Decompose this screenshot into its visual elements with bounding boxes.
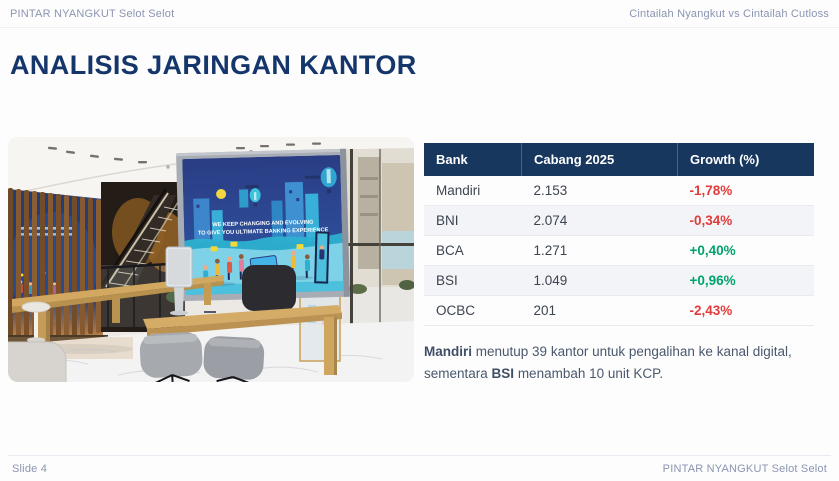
cabang-cell: 2.074 (521, 205, 678, 236)
bank-cell: Mandiri (424, 176, 522, 206)
column-header-growth: Growth (%) (677, 143, 814, 176)
growth-cell: -2,43% (677, 295, 814, 326)
gray-chair-right (203, 336, 265, 382)
bank-cell: BNI (424, 205, 522, 236)
cabang-cell: 1.271 (521, 235, 678, 266)
billboard-skyline (193, 181, 320, 243)
bank-cell: BSI (424, 265, 522, 296)
table-row: Mandiri 2.153 -1,78% (424, 176, 814, 206)
desk-monitor (165, 246, 193, 316)
header-left-text: PINTAR NYANGKUT Selot Selot (10, 7, 175, 20)
table-header-row: Bank Cabang 2025 Growth (%) (424, 143, 814, 176)
bank-interior-illustration: WE KEEP CHANGING AND EVOLVING TO GIVE YO… (8, 137, 414, 382)
growth-cell: -0,34% (677, 205, 814, 236)
bank-cell: OCBC (424, 295, 522, 326)
analysis-panel: Bank Cabang 2025 Growth (%) Mandiri 2.15… (424, 143, 814, 386)
gray-chair-left (139, 332, 203, 382)
cabang-cell: 2.153 (521, 176, 678, 206)
page-title: ANALISIS JARINGAN KANTOR (10, 50, 417, 80)
bank-interior-photo: WE KEEP CHANGING AND EVOLVING TO GIVE YO… (8, 137, 414, 382)
column-header-cabang: Cabang 2025 (521, 143, 678, 176)
slide-body: WE KEEP CHANGING AND EVOLVING TO GIVE YO… (0, 137, 839, 386)
black-office-chair (242, 265, 296, 311)
growth-cell: +0,96% (677, 265, 814, 296)
table-body: Mandiri 2.153 -1,78% BNI 2.074 -0,34% BC… (424, 176, 814, 326)
balloon-large (320, 167, 337, 194)
slide-number: Slide 4 (12, 462, 48, 475)
table-row: BNI 2.074 -0,34% (424, 205, 814, 236)
slide-header: PINTAR NYANGKUT Selot Selot Cintailah Ny… (0, 0, 839, 28)
note-bank-1: Mandiri (424, 344, 473, 359)
round-stool (21, 301, 51, 343)
wood-slat-wall (8, 188, 108, 351)
column-header-bank: Bank (424, 143, 522, 176)
note-text-2: menambah 10 unit KCP. (514, 366, 664, 382)
note-bank-2: BSI (491, 366, 515, 382)
billboard-text-line2: TO GIVE YOU ULTIMATE BANKING EXPERIENCE (198, 227, 329, 236)
note-text-1: menutup 39 kantor untuk pengalihan ke ka… (424, 344, 792, 382)
table-row: BCA 1.271 +0,40% (424, 235, 814, 266)
balloon-small (249, 188, 261, 207)
footer-brand-text: PINTAR NYANGKUT Selot Selot (662, 462, 827, 475)
table-row: BSI 1.049 +0,96% (424, 265, 814, 296)
cabang-cell: 201 (521, 295, 678, 326)
growth-cell: -1,78% (677, 176, 814, 206)
analysis-note: Mandiri menutup 39 kantor untuk pengalih… (424, 341, 814, 386)
table-row: OCBC 201 -2,43% (424, 295, 814, 326)
cabang-cell: 1.049 (521, 265, 678, 296)
billboard-text-line1: WE KEEP CHANGING AND EVOLVING (212, 220, 313, 229)
slide-footer: Slide 4 PINTAR NYANGKUT Selot Selot (8, 455, 831, 481)
bank-cell: BCA (424, 235, 522, 266)
foreground-chair-back (8, 341, 67, 382)
header-right-text: Cintailah Nyangkut vs Cintailah Cutloss (629, 7, 829, 20)
escalator-steps (109, 206, 179, 287)
city-window (344, 149, 414, 332)
branch-table: Bank Cabang 2025 Growth (%) Mandiri 2.15… (424, 143, 814, 326)
growth-cell: +0,40% (677, 235, 814, 266)
